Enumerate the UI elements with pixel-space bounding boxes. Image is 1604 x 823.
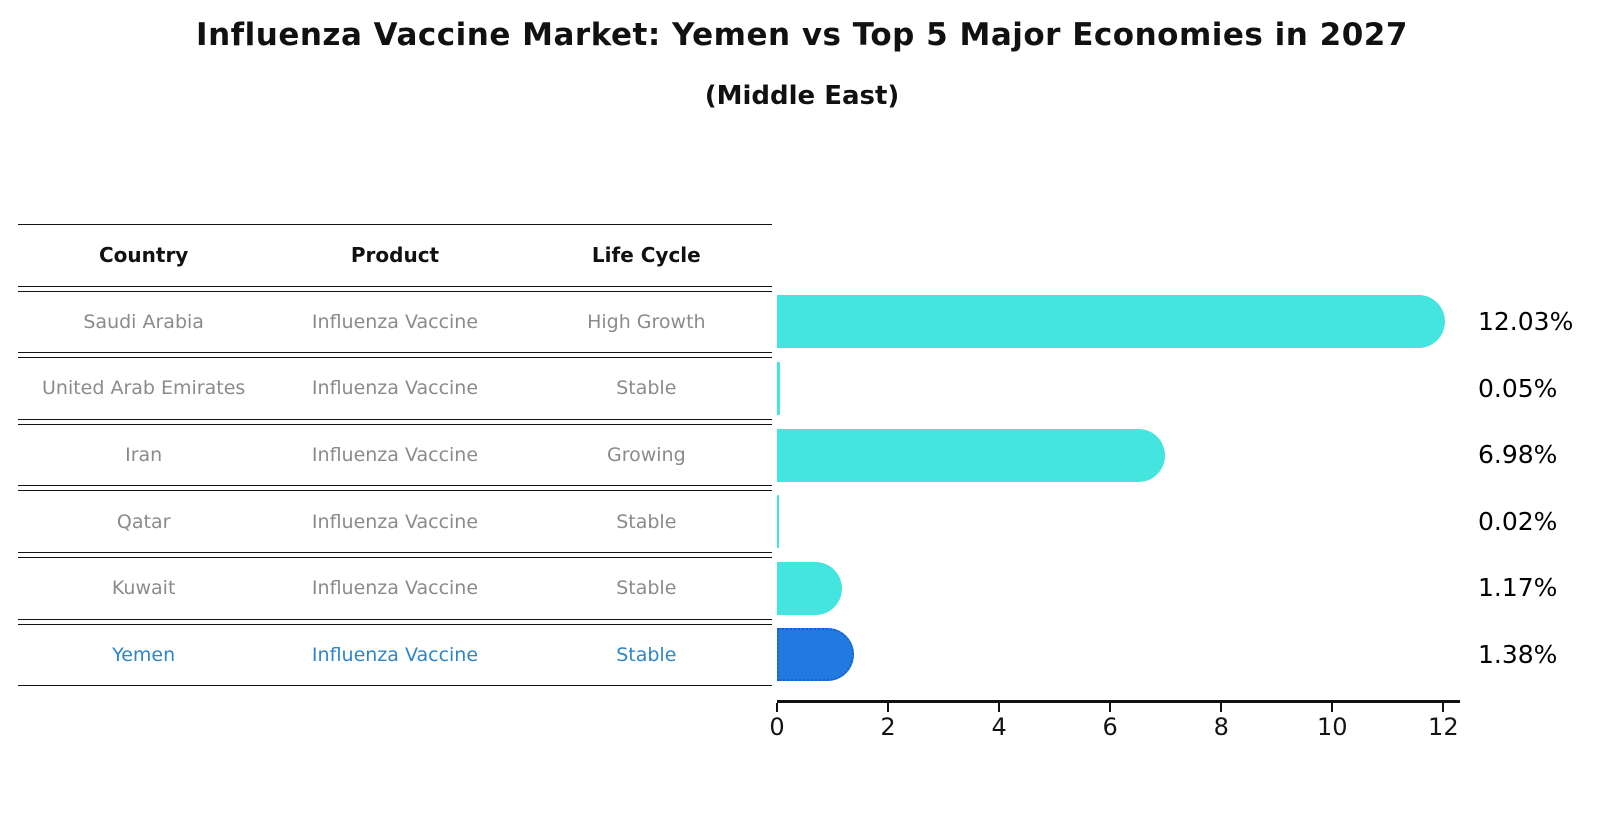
lifecycle-cell: Growing <box>606 444 686 467</box>
x-axis-line <box>777 700 1460 703</box>
table-row: Saudi Arabia Influenza Vaccine High Growth <box>18 290 772 354</box>
header-cell-lifecycle: Life Cycle <box>591 243 701 268</box>
lifecycle-cell: Stable <box>616 643 677 666</box>
country-cell: United Arab Emirates <box>42 377 246 400</box>
x-tick-label: 4 <box>991 713 1007 741</box>
lifecycle-cell: Stable <box>616 510 677 533</box>
x-tick <box>1220 702 1223 712</box>
x-tick <box>1442 702 1445 712</box>
product-cell: Influenza Vaccine <box>311 577 479 600</box>
product-cell: Influenza Vaccine <box>311 310 479 333</box>
value-label: 0.02% <box>1478 506 1558 536</box>
country-cell: Kuwait <box>111 577 176 600</box>
chart-title: Influenza Vaccine Market: Yemen vs Top 5… <box>196 17 1408 53</box>
value-label: 6.98% <box>1478 440 1558 470</box>
x-tick-label: 6 <box>1102 713 1118 741</box>
x-tick <box>1331 702 1334 712</box>
country-cell: Saudi Arabia <box>83 310 204 333</box>
x-tick-label: 8 <box>1213 713 1229 741</box>
bar <box>777 495 779 549</box>
x-tick-label: 10 <box>1317 713 1348 741</box>
product-cell: Influenza Vaccine <box>311 643 479 666</box>
bar <box>777 428 1165 482</box>
value-label: 1.38% <box>1478 639 1558 669</box>
header-cell-product: Product <box>350 243 440 268</box>
x-tick <box>1109 702 1112 712</box>
country-cell: Iran <box>125 444 163 467</box>
bar <box>777 362 780 415</box>
table-row: Qatar Influenza Vaccine Stable <box>18 490 772 553</box>
x-tick <box>775 702 779 712</box>
bar <box>777 561 842 615</box>
product-cell: Influenza Vaccine <box>311 444 479 467</box>
value-label: 12.03% <box>1478 306 1574 336</box>
x-tick-label: 2 <box>880 713 896 741</box>
table-row: United Arab Emirates Influenza Vaccine Sta… <box>18 357 772 420</box>
product-cell: Influenza Vaccine <box>311 377 479 400</box>
x-tick-label: 12 <box>1428 713 1459 741</box>
table-header-row: Country Product Life Cycle <box>18 224 772 287</box>
bar <box>777 295 1445 349</box>
table-row: Yemen Influenza Vaccine Stable <box>18 623 772 687</box>
chart-subtitle: (Middle East) <box>704 81 900 111</box>
x-tick <box>886 702 890 712</box>
x-tick-label: 0 <box>769 713 785 741</box>
lifecycle-cell: High Growth <box>587 310 706 333</box>
highlight-bar <box>777 628 854 682</box>
country-cell: Yemen <box>112 643 176 666</box>
table-row: Iran Influenza Vaccine Growing <box>18 423 772 487</box>
table-row: Kuwait Influenza Vaccine Stable <box>18 557 772 620</box>
x-tick <box>998 702 1001 712</box>
product-cell: Influenza Vaccine <box>311 510 479 533</box>
country-cell: Qatar <box>116 510 171 533</box>
lifecycle-cell: Stable <box>616 577 677 600</box>
lifecycle-cell: Stable <box>616 377 677 400</box>
header-cell-country: Country <box>98 243 189 268</box>
value-label: 0.05% <box>1478 373 1558 403</box>
value-label: 1.17% <box>1478 573 1558 603</box>
